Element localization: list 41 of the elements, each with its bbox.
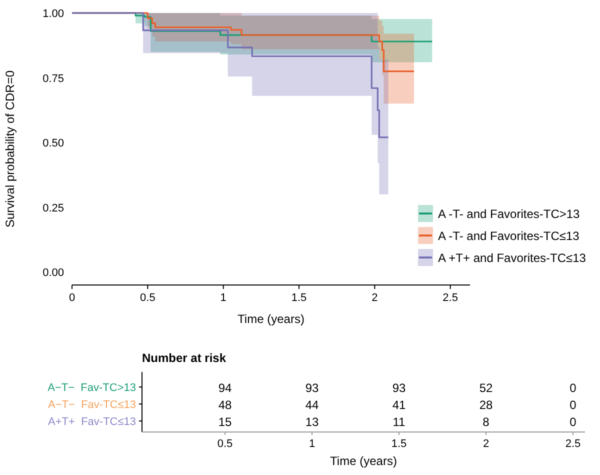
x-tick-label: 1.5: [391, 438, 407, 450]
data-label: 41: [392, 398, 406, 412]
data-label: 44: [305, 398, 319, 412]
data-label: 28: [479, 398, 493, 412]
x-tick-label: 2.5: [565, 438, 581, 450]
y-tick-label: 0.75: [42, 72, 64, 85]
data-label: 93: [305, 381, 319, 395]
y-tick-label: A−T− Fav-TC≤13: [48, 399, 136, 411]
data-label: 0: [570, 415, 577, 429]
x-tick-label: 1: [220, 292, 226, 304]
y-tick-label: A+T+ Fav-TC≤13: [48, 416, 136, 428]
x-axis-title: Time (years): [238, 312, 304, 326]
x-tick-label: 0.5: [140, 292, 156, 304]
chart-title: Number at risk: [142, 351, 226, 365]
x-tick-label: 2: [372, 292, 378, 304]
x-axis-title: Time (years): [330, 454, 397, 468]
data-label: 11: [392, 415, 406, 429]
data-label: 94: [218, 381, 232, 395]
data-label: 0: [570, 398, 577, 412]
x-tick-label: 1: [308, 438, 316, 450]
data-label: 13: [305, 415, 319, 429]
y-tick-label: 0.50: [42, 138, 64, 150]
y-axis-title: Survival probability of CDR=0: [3, 70, 17, 228]
x-tick-label: 0: [68, 292, 76, 304]
y-tick-label: A−T− Fav-TC>13: [48, 382, 136, 394]
data-label: 48: [218, 398, 232, 412]
x-tick-label: 2: [482, 438, 490, 450]
x-tick-label: 0.5: [217, 438, 233, 450]
data-label: 8: [482, 415, 490, 429]
data-label: 15: [218, 415, 232, 429]
legend-label: A -T- and Favorites-TC≤13: [438, 229, 580, 243]
legend-label: A +T+ and Favorites-TC≤13: [438, 251, 586, 265]
x-tick-label: 2.5: [442, 292, 458, 304]
data-label: 0: [570, 381, 577, 395]
y-tick-label: 0.00: [42, 267, 64, 280]
x-tick-label: 1.5: [291, 292, 307, 304]
legend-label: A -T- and Favorites-TC>13: [438, 207, 580, 221]
data-label: 93: [392, 381, 406, 395]
y-tick-label: 0.25: [42, 202, 64, 214]
y-tick-label: 1.00: [42, 8, 64, 20]
data-label: 52: [479, 381, 493, 395]
